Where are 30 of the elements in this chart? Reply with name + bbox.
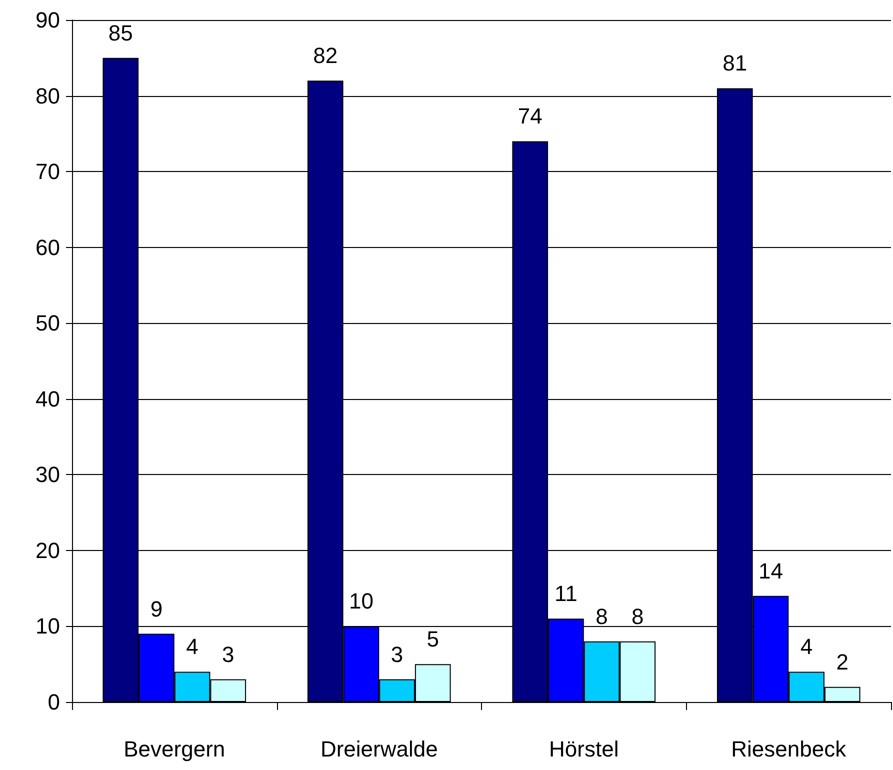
y-tick-label: 70 (36, 159, 60, 184)
data-label: 81 (722, 50, 748, 76)
y-tick-label: 30 (36, 462, 60, 488)
data-label: 9 (150, 596, 163, 622)
data-label: 8 (596, 604, 608, 629)
data-label: 2 (836, 649, 848, 674)
data-label: 14 (758, 558, 783, 584)
data-label: 8 (631, 604, 644, 629)
x-tick-label: Riesenbeck (731, 736, 848, 762)
data-label: 5 (426, 626, 439, 652)
y-tick-label: 80 (36, 83, 60, 108)
data-label: 74 (518, 104, 542, 129)
data-label: 85 (108, 20, 133, 46)
data-label: 82 (313, 43, 338, 68)
y-tick-label: 0 (48, 690, 60, 714)
x-tick-label: Hörstel (549, 736, 619, 762)
y-tick-label: 90 (36, 8, 60, 32)
x-tick-label: Dreierwalde (320, 736, 438, 762)
x-tick-label: Bevergern (124, 736, 226, 762)
data-label: 4 (186, 634, 198, 660)
y-tick-label: 40 (36, 386, 60, 412)
y-tick-label: 10 (36, 614, 60, 639)
y-tick-label: 60 (36, 234, 60, 260)
data-label: 4 (800, 634, 813, 660)
y-tick-label: 20 (36, 538, 60, 563)
data-label: 3 (390, 642, 404, 667)
y-tick-label: 50 (36, 310, 60, 336)
data-label: 11 (554, 581, 578, 606)
data-label: 3 (222, 642, 234, 667)
data-label: 10 (348, 588, 374, 614)
